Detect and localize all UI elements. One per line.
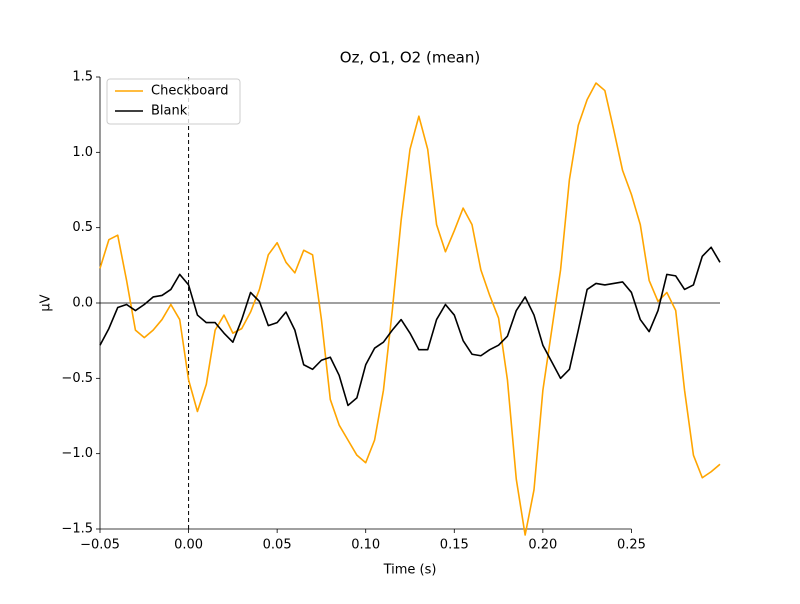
x-tick-label: −0.05: [80, 538, 120, 553]
x-tick-label: 0.00: [174, 538, 203, 553]
x-tick-label: 0.10: [351, 538, 380, 553]
x-tick-label: 0.05: [263, 538, 292, 553]
series-line: [99, 246, 721, 407]
x-tick-label: 0.20: [528, 538, 557, 553]
y-tick-label: −0.5: [61, 371, 93, 386]
y-tick-label: 0.0: [72, 296, 93, 311]
chart-title: Oz, O1, O2 (mean): [340, 49, 480, 67]
x-tick-label: 0.15: [440, 538, 469, 553]
y-tick-label: 0.5: [72, 220, 93, 235]
y-tick-label: −1.0: [61, 446, 93, 461]
legend-label: Checkboard: [151, 84, 229, 99]
x-tick-label: 0.25: [617, 538, 646, 553]
y-tick-label: 1.0: [72, 145, 93, 160]
y-tick-label: −1.5: [61, 522, 93, 537]
x-axis-label: Time (s): [383, 563, 437, 578]
y-tick-label: 1.5: [72, 70, 93, 85]
series-line: [99, 82, 721, 536]
y-axis-label: µV: [39, 294, 54, 311]
legend-label: Blank: [151, 104, 188, 119]
